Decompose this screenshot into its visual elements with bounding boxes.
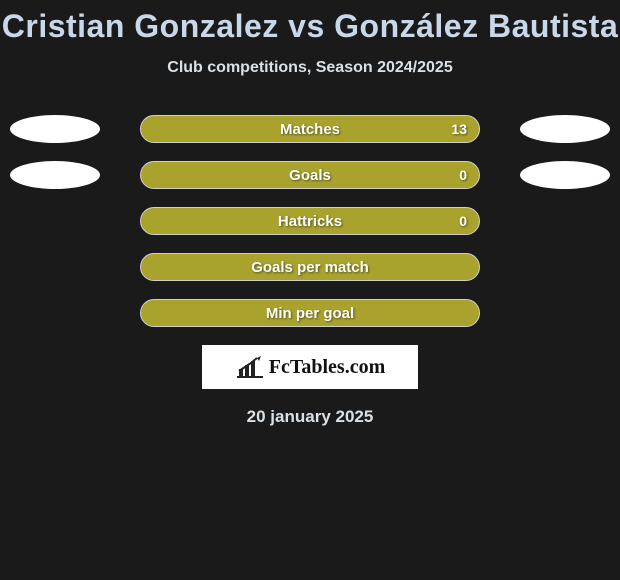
stat-label: Matches [280,121,340,138]
stat-value: 0 [459,213,467,229]
left-marker [10,161,100,189]
stat-bar: Hattricks 0 [140,207,480,235]
stat-value: 0 [459,167,467,183]
stat-bar: Min per goal [140,299,480,327]
stat-row: Min per goal [0,299,620,327]
stat-row: Goals 0 [0,161,620,189]
stat-label: Min per goal [266,305,354,322]
page-title: Cristian Gonzalez vs González Bautista [0,8,620,45]
subtitle: Club competitions, Season 2024/2025 [0,59,620,77]
stat-value: 13 [451,121,467,137]
stat-label: Goals per match [251,259,369,276]
logo-box: FcTables.com [202,345,418,389]
stat-row: Goals per match [0,253,620,281]
left-marker [10,115,100,143]
right-marker [520,115,610,143]
stat-row: Matches 13 [0,115,620,143]
stat-bar: Goals per match [140,253,480,281]
stat-label: Hattricks [278,213,342,230]
stat-row: Hattricks 0 [0,207,620,235]
stat-bar: Matches 13 [140,115,480,143]
logo-text: FcTables.com [269,356,385,379]
comparison-card: Cristian Gonzalez vs González Bautista C… [0,0,620,427]
stat-rows: Matches 13 Goals 0 Hattricks 0 Goals per match… [0,115,620,327]
stat-bar: Goals 0 [140,161,480,189]
right-marker [520,161,610,189]
stat-label: Goals [289,167,331,184]
date-line: 20 january 2025 [0,407,620,427]
fctables-icon [235,355,263,379]
